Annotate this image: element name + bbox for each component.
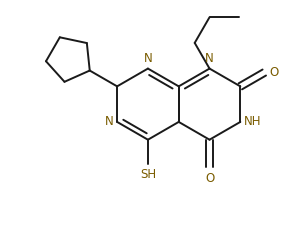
- Text: SH: SH: [140, 168, 156, 181]
- Text: N: N: [104, 116, 113, 128]
- Text: NH: NH: [244, 116, 262, 128]
- Text: O: O: [269, 66, 278, 79]
- Text: N: N: [205, 52, 214, 65]
- Text: N: N: [143, 52, 152, 65]
- Text: O: O: [205, 172, 214, 185]
